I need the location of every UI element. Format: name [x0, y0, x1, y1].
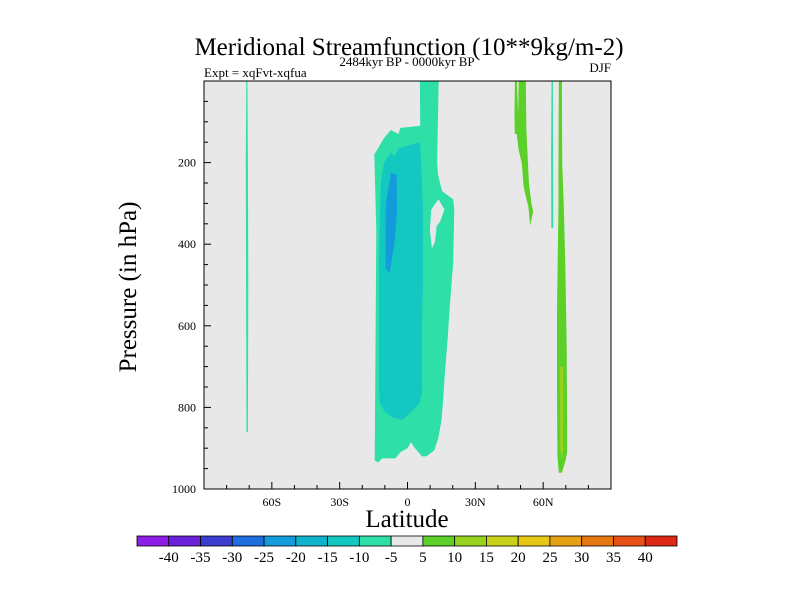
- colorbar-label: 35: [606, 550, 621, 566]
- contour-fills: [245, 81, 568, 473]
- colorbar-swatch: [295, 535, 328, 547]
- colorbar-swatch: [644, 535, 678, 547]
- y-tick-label: 800: [178, 400, 196, 414]
- colorbar-label: 40: [638, 550, 653, 566]
- contour-region-cell-55n-green: [514, 81, 534, 226]
- colorbar-label: 10: [447, 550, 462, 566]
- y-tick-label: 200: [178, 156, 196, 170]
- colorbar-swatch: [231, 535, 265, 547]
- colorbar-label: -15: [318, 550, 338, 566]
- colorbar-swatch: [390, 535, 424, 547]
- contour-region-cell-65n-green: [557, 81, 568, 473]
- colorbar-swatch: [454, 535, 487, 547]
- colorbar-swatch: [517, 535, 551, 547]
- colorbar-label: -40: [159, 550, 179, 566]
- x-tick-label: 30S: [330, 495, 349, 509]
- colorbar-swatch: [263, 535, 297, 547]
- colorbar-label: -20: [286, 550, 306, 566]
- x-tick-label: 60S: [262, 495, 281, 509]
- colorbar-swatch: [168, 535, 201, 547]
- colorbar: -40 -35 -30 -25 -20 -15 -10 -5 5 10 15 20 25 30 35 40: [136, 535, 678, 566]
- colorbar-swatch: [581, 535, 614, 547]
- colorbar-label: 15: [479, 550, 494, 566]
- colorbar-swatch: [486, 535, 519, 547]
- contour-region-notch-gap: [429, 199, 445, 249]
- contour-region-cell-eq-medium: [379, 142, 424, 420]
- contour-region-cell-65n-yellowgreen: [560, 366, 564, 461]
- colorbar-label: -30: [222, 550, 242, 566]
- colorbar-swatch: [200, 535, 233, 547]
- season-label: DJF: [589, 60, 611, 75]
- y-tick-label: 400: [178, 237, 196, 251]
- contour-region-cell-eq-dark: [385, 172, 398, 273]
- colorbar-label: -35: [191, 550, 211, 566]
- contour-region-cell-65s-light: [245, 81, 249, 432]
- colorbar-label: -25: [254, 550, 274, 566]
- chart-title: Meridional Streamfunction (10**9kg/m-2): [194, 34, 623, 61]
- colorbar-label: -5: [385, 550, 398, 566]
- x-axis-label: Latitude: [365, 506, 448, 533]
- y-tick-label: 600: [178, 319, 196, 333]
- x-tick-label: 0: [405, 495, 411, 509]
- colorbar-swatch: [327, 535, 360, 547]
- y-axis-label: Pressure (in hPa): [115, 202, 142, 373]
- colorbar-label: 5: [419, 550, 427, 566]
- colorbar-swatch: [549, 535, 583, 547]
- period-label: 2484kyr BP - 0000kyr BP: [339, 54, 474, 69]
- x-tick-label: 30N: [465, 495, 486, 509]
- y-tick-label: 1000: [172, 482, 196, 496]
- colorbar-label: 30: [574, 550, 589, 566]
- axis-ticks: 60S 30S 0 30N 60N 200 400 600 800 1000: [172, 100, 589, 509]
- colorbar-swatch: [422, 535, 456, 547]
- colorbar-swatch: [358, 535, 392, 547]
- contour-region-cell-60n-light: [551, 81, 554, 228]
- colorbar-label: 25: [542, 550, 557, 566]
- x-tick-label: 60N: [533, 495, 554, 509]
- colorbar-swatch: [613, 535, 646, 547]
- experiment-label: Expt = xqFvt-xqfua: [204, 65, 307, 80]
- colorbar-label: 20: [511, 550, 526, 566]
- colorbar-swatch: [136, 535, 170, 547]
- colorbar-label: -10: [349, 550, 369, 566]
